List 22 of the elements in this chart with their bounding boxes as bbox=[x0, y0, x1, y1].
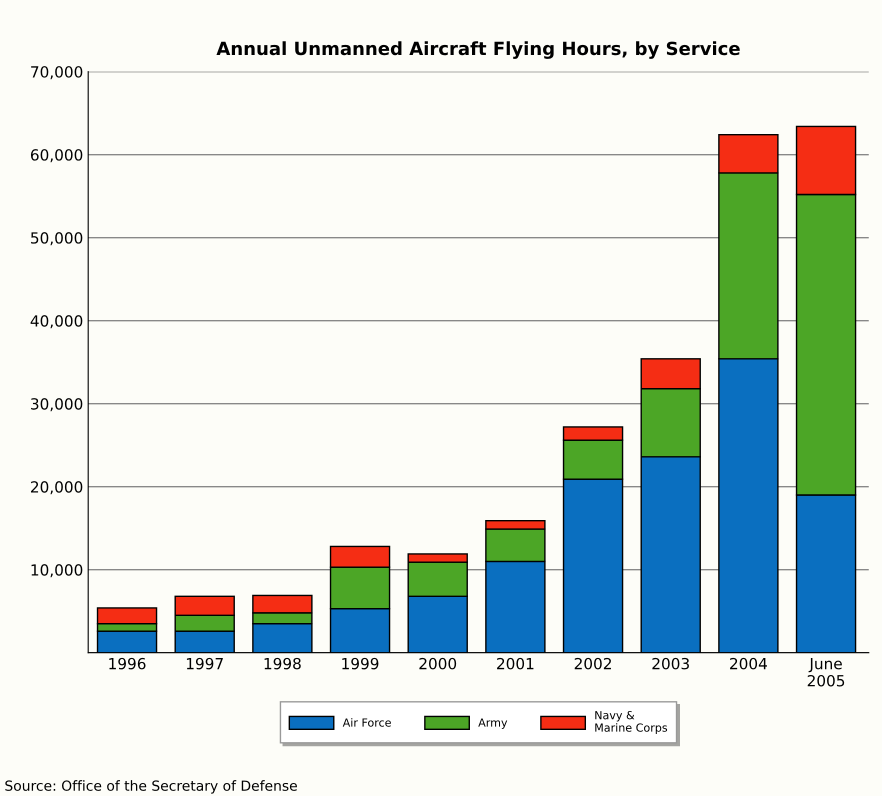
y-tick-label: 70,000 bbox=[31, 66, 82, 80]
y-tick-label: 10,000 bbox=[32, 564, 82, 578]
source-note: Source: Office of the Secretary of Defense bbox=[5, 780, 297, 794]
y-tick-label: 40,000 bbox=[30, 315, 82, 328]
chart-title: Annual Unmanned Aircraft Flying Hours, by Service bbox=[216, 41, 740, 59]
legend-label: Air Force bbox=[342, 718, 391, 727]
x-tick-label: 1998 bbox=[264, 658, 301, 670]
y-tick-label: 50,000 bbox=[31, 232, 82, 246]
x-tick-label: June 2005 bbox=[808, 658, 844, 687]
x-tick-label: 2002 bbox=[574, 658, 611, 670]
legend-label: Army bbox=[478, 718, 508, 729]
x-tick-label: 1999 bbox=[342, 658, 378, 670]
x-tick-label: 2000 bbox=[419, 658, 456, 670]
y-tick-label: 20,000 bbox=[31, 481, 82, 494]
legend-label: Navy & Marine Corps bbox=[595, 710, 668, 734]
x-tick-label: 2004 bbox=[730, 658, 767, 670]
x-tick-label: 2001 bbox=[497, 658, 534, 670]
x-tick-label: 1996 bbox=[109, 658, 146, 670]
x-tick-label: 1997 bbox=[186, 658, 223, 670]
y-tick-label: 30,000 bbox=[31, 398, 82, 412]
y-tick-label: 60,000 bbox=[30, 149, 82, 162]
x-tick-label: 2003 bbox=[652, 658, 689, 670]
